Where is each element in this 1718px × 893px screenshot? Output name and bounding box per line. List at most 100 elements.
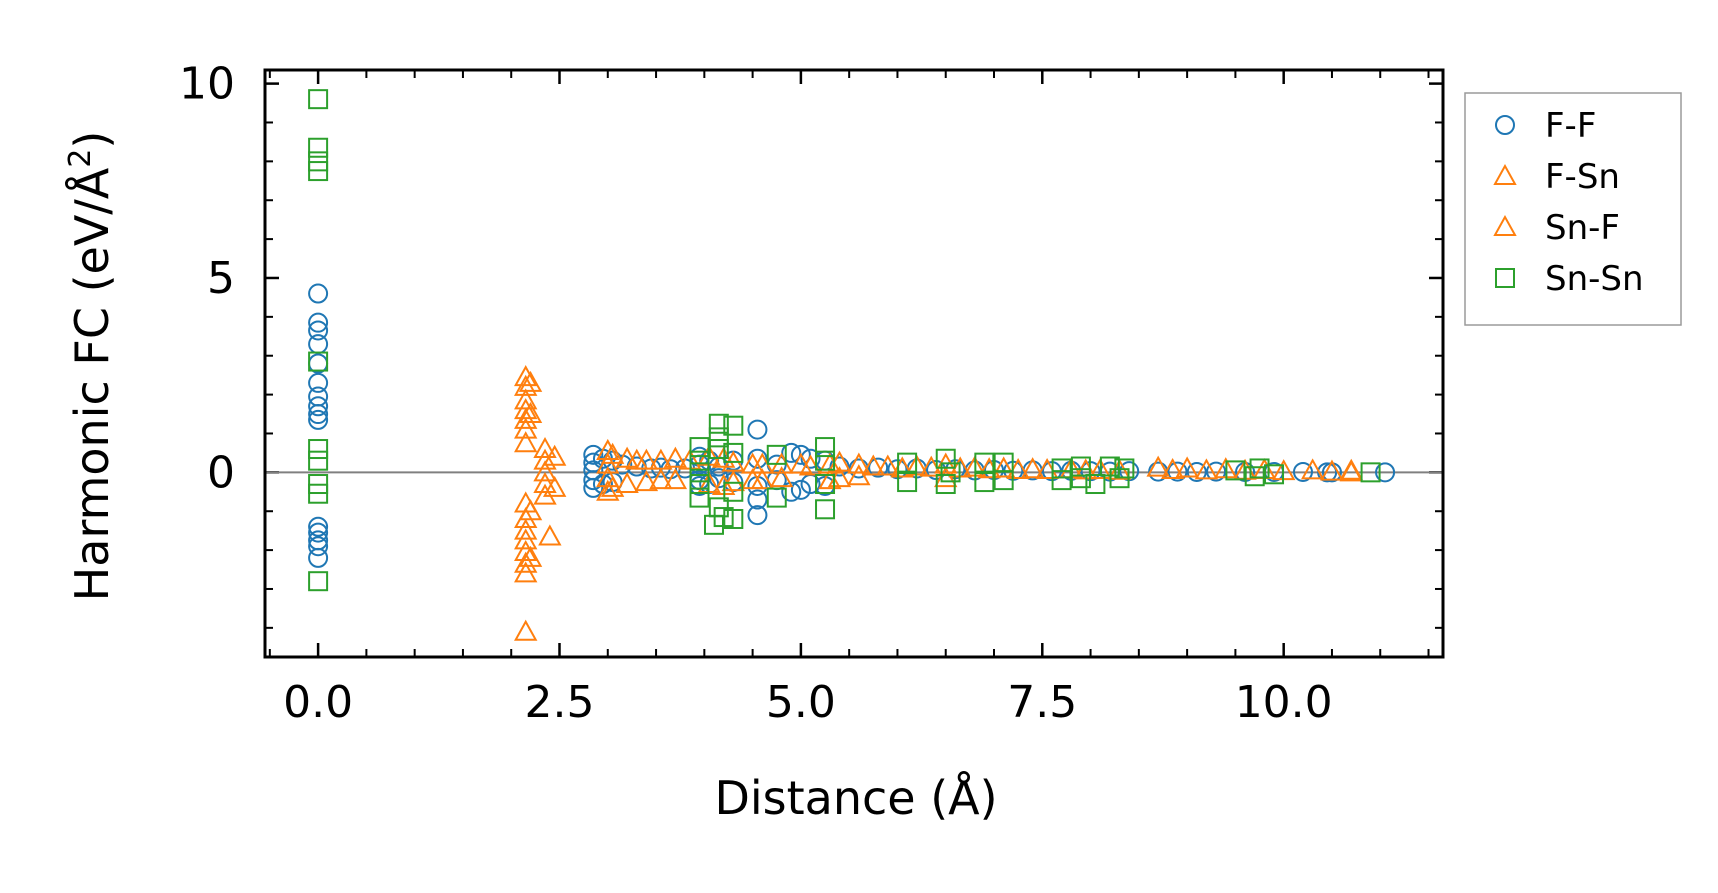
- data-point: [935, 448, 956, 469]
- data-point: [308, 571, 329, 592]
- data-point: [596, 438, 620, 460]
- data-point: [1249, 458, 1270, 479]
- data-point: [815, 450, 836, 471]
- data-point: [625, 448, 649, 470]
- legend-label: Sn-F: [1545, 208, 1620, 248]
- data-point: [533, 448, 557, 470]
- data-point: [1360, 462, 1381, 483]
- legend-marker: [1495, 115, 1515, 135]
- data-point: [538, 524, 562, 546]
- data-point: [1114, 458, 1135, 479]
- legend: F-F F-Sn Sn-F Sn-Sn: [1464, 92, 1682, 326]
- x-tick-label: 7.5: [1007, 677, 1077, 728]
- data-point: [542, 475, 567, 497]
- data-point: [308, 536, 329, 557]
- data-point: [308, 450, 329, 471]
- data-point: [723, 415, 744, 436]
- data-point: [308, 516, 329, 537]
- data-point: [514, 365, 538, 387]
- data-point: [514, 561, 538, 583]
- data-point: [800, 448, 821, 469]
- data-point: [600, 475, 625, 497]
- x-axis-title: Distance (Å): [714, 771, 997, 825]
- data-point: [1088, 457, 1112, 480]
- data-point: [308, 351, 329, 372]
- data-point: [991, 456, 1016, 478]
- legend-label: Sn-Sn: [1545, 259, 1644, 299]
- data-point: [308, 396, 329, 417]
- data-point: [514, 539, 538, 562]
- legend-frame: [1464, 92, 1682, 326]
- data-point: [1225, 460, 1246, 481]
- data-point: [533, 460, 557, 482]
- data-point: [829, 456, 850, 477]
- data-point: [689, 474, 710, 495]
- scatter-points: [308, 89, 1396, 641]
- legend-entry: F-F: [1495, 106, 1596, 146]
- data-point: [1160, 457, 1185, 480]
- data-point: [1051, 470, 1072, 491]
- data-point: [514, 407, 538, 429]
- legend-label: F-Sn: [1545, 157, 1620, 197]
- data-point: [514, 528, 538, 550]
- data-point: [723, 442, 744, 463]
- x-tick-label: 0.0: [283, 677, 353, 728]
- data-point: [1194, 458, 1219, 480]
- data-point: [308, 89, 329, 110]
- data-point: [868, 457, 889, 478]
- data-point: [708, 439, 729, 460]
- data-point: [790, 479, 811, 500]
- data-point: [1300, 458, 1325, 480]
- y-axis-title-close: ): [65, 131, 119, 149]
- data-point: [514, 518, 538, 540]
- data-point: [663, 468, 688, 490]
- data-point: [1020, 457, 1045, 479]
- tick-labels: 0.0 2.5 5.0 7.5 10.0 0 5 10: [179, 59, 1333, 728]
- plot-frame: [263, 68, 1445, 659]
- legend-label: F-F: [1545, 106, 1596, 146]
- data-point: [815, 474, 836, 495]
- data-point: [533, 436, 557, 459]
- data-point: [1070, 456, 1091, 477]
- data-point: [308, 547, 329, 568]
- legend-marker: [1493, 214, 1517, 236]
- data-point: [750, 468, 774, 490]
- data-point: [769, 466, 794, 488]
- data-point: [583, 444, 604, 465]
- data-point: [583, 477, 604, 498]
- data-point: [649, 468, 673, 490]
- data-point: [1244, 466, 1265, 487]
- data-point: [935, 474, 956, 495]
- data-point: [708, 468, 729, 489]
- data-point: [533, 471, 557, 494]
- data-point: [533, 483, 557, 505]
- data-point: [1317, 462, 1338, 483]
- data-point: [974, 452, 995, 473]
- data-point: [897, 452, 918, 473]
- data-point: [518, 545, 543, 567]
- data-point: [723, 508, 744, 529]
- data-point: [940, 462, 961, 483]
- data-point: [514, 431, 538, 453]
- y-axis-title: Harmonic FC (eV/Å2): [63, 131, 119, 602]
- data-point: [308, 439, 329, 460]
- data-point: [600, 442, 625, 464]
- data-point: [634, 470, 659, 492]
- data-point: [993, 470, 1014, 491]
- legend-entry: Sn-F: [1493, 208, 1620, 248]
- data-point: [790, 444, 811, 465]
- series-sn-sn: [308, 89, 1381, 592]
- data-point: [708, 413, 729, 434]
- data-point: [1320, 459, 1344, 481]
- data-point: [766, 444, 787, 465]
- y-tick-label: 0: [207, 447, 235, 498]
- data-point: [1146, 455, 1170, 477]
- data-point: [308, 334, 329, 355]
- data-point: [747, 505, 768, 526]
- data-point: [876, 454, 900, 476]
- data-point: [847, 452, 871, 474]
- data-point: [689, 437, 710, 458]
- series-f-sn: [514, 365, 1363, 641]
- y-axis-title-main: Harmonic FC (eV/Å: [65, 167, 119, 601]
